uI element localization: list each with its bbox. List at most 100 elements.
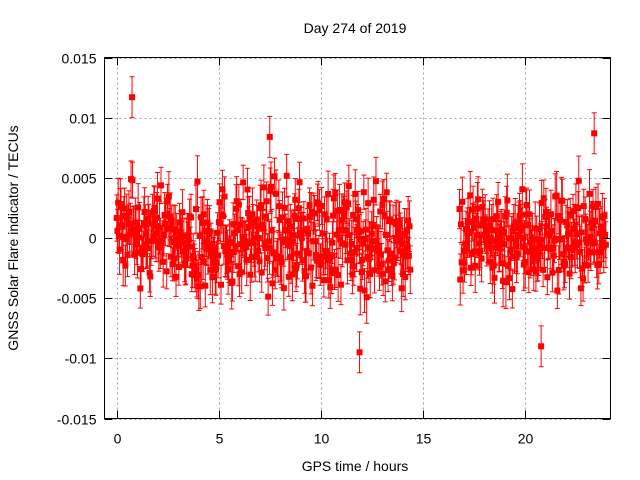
- data-point: [564, 222, 571, 229]
- data-point: [192, 267, 199, 274]
- data-point: [278, 259, 285, 266]
- data-points: [113, 76, 609, 374]
- data-point: [379, 201, 386, 208]
- data-point: [180, 247, 187, 254]
- data-point: [305, 230, 312, 237]
- data-point: [272, 190, 279, 197]
- data-point: [587, 234, 594, 241]
- data-point: [330, 212, 337, 219]
- data-point: [538, 343, 545, 350]
- data-point: [309, 282, 316, 289]
- data-point: [553, 192, 560, 199]
- data-point: [324, 256, 331, 263]
- data-point: [596, 230, 603, 237]
- data-point: [243, 256, 250, 263]
- data-point: [592, 217, 599, 224]
- data-point: [332, 189, 339, 196]
- data-point: [397, 235, 404, 242]
- data-point: [229, 278, 236, 285]
- x-tick-label: 0: [114, 431, 122, 447]
- data-point: [389, 272, 396, 279]
- data-point: [249, 211, 256, 218]
- data-point: [513, 254, 520, 261]
- data-point: [168, 253, 175, 260]
- data-point: [327, 284, 334, 291]
- data-point: [586, 190, 593, 197]
- data-point: [377, 251, 384, 258]
- data-point: [167, 213, 174, 220]
- data-point: [245, 210, 252, 217]
- data-point: [503, 209, 510, 216]
- data-point: [383, 189, 390, 196]
- data-point: [225, 257, 232, 264]
- data-point: [391, 254, 398, 261]
- data-point: [228, 239, 234, 246]
- data-point: [255, 234, 262, 241]
- data-point: [140, 247, 147, 254]
- data-point: [575, 205, 582, 212]
- data-point: [275, 203, 282, 210]
- data-point: [150, 207, 157, 214]
- data-point: [597, 249, 604, 256]
- data-point: [559, 197, 566, 204]
- data-point: [358, 269, 365, 276]
- data-point: [540, 266, 547, 273]
- data-point: [492, 238, 499, 245]
- data-point: [360, 189, 367, 196]
- data-point: [365, 255, 372, 262]
- x-tick-label: 15: [416, 431, 432, 447]
- data-point: [175, 242, 182, 249]
- data-point: [543, 223, 550, 230]
- data-point: [285, 218, 292, 225]
- data-point: [457, 221, 464, 228]
- data-point: [328, 270, 335, 277]
- data-point: [201, 239, 208, 246]
- data-point: [552, 235, 559, 242]
- data-point: [237, 241, 244, 248]
- data-point: [522, 259, 529, 266]
- data-point: [580, 203, 587, 210]
- data-point: [555, 213, 562, 220]
- data-point: [585, 262, 592, 269]
- data-point: [148, 237, 155, 244]
- data-point: [202, 282, 209, 289]
- data-point: [158, 182, 165, 189]
- data-point: [342, 241, 349, 248]
- data-point: [158, 241, 165, 248]
- data-point: [555, 267, 562, 274]
- data-point: [356, 236, 363, 243]
- data-point: [387, 251, 394, 258]
- data-point: [335, 272, 342, 279]
- data-point: [340, 207, 347, 214]
- data-point: [536, 225, 543, 232]
- data-point: [384, 247, 391, 254]
- data-point: [567, 254, 574, 261]
- data-point: [495, 198, 502, 205]
- data-point: [550, 244, 557, 251]
- data-point: [352, 216, 359, 223]
- data-point: [587, 249, 594, 256]
- data-point: [317, 257, 324, 264]
- data-point: [162, 220, 169, 227]
- data-point: [466, 228, 473, 235]
- data-point: [370, 223, 377, 230]
- y-tick-label: 0.005: [61, 171, 96, 187]
- data-point: [141, 208, 148, 215]
- data-point: [356, 349, 363, 356]
- data-point: [312, 238, 319, 245]
- data-point: [163, 268, 170, 275]
- data-point: [487, 258, 494, 265]
- data-point: [293, 262, 300, 269]
- data-point: [363, 294, 370, 301]
- data-point: [482, 216, 489, 223]
- data-point: [208, 251, 215, 258]
- data-point: [332, 267, 339, 274]
- data-point: [602, 232, 609, 239]
- data-point: [183, 255, 190, 262]
- data-point: [350, 211, 357, 218]
- data-point: [235, 201, 242, 208]
- data-point: [493, 213, 500, 220]
- data-point: [305, 250, 312, 257]
- data-point: [286, 243, 293, 250]
